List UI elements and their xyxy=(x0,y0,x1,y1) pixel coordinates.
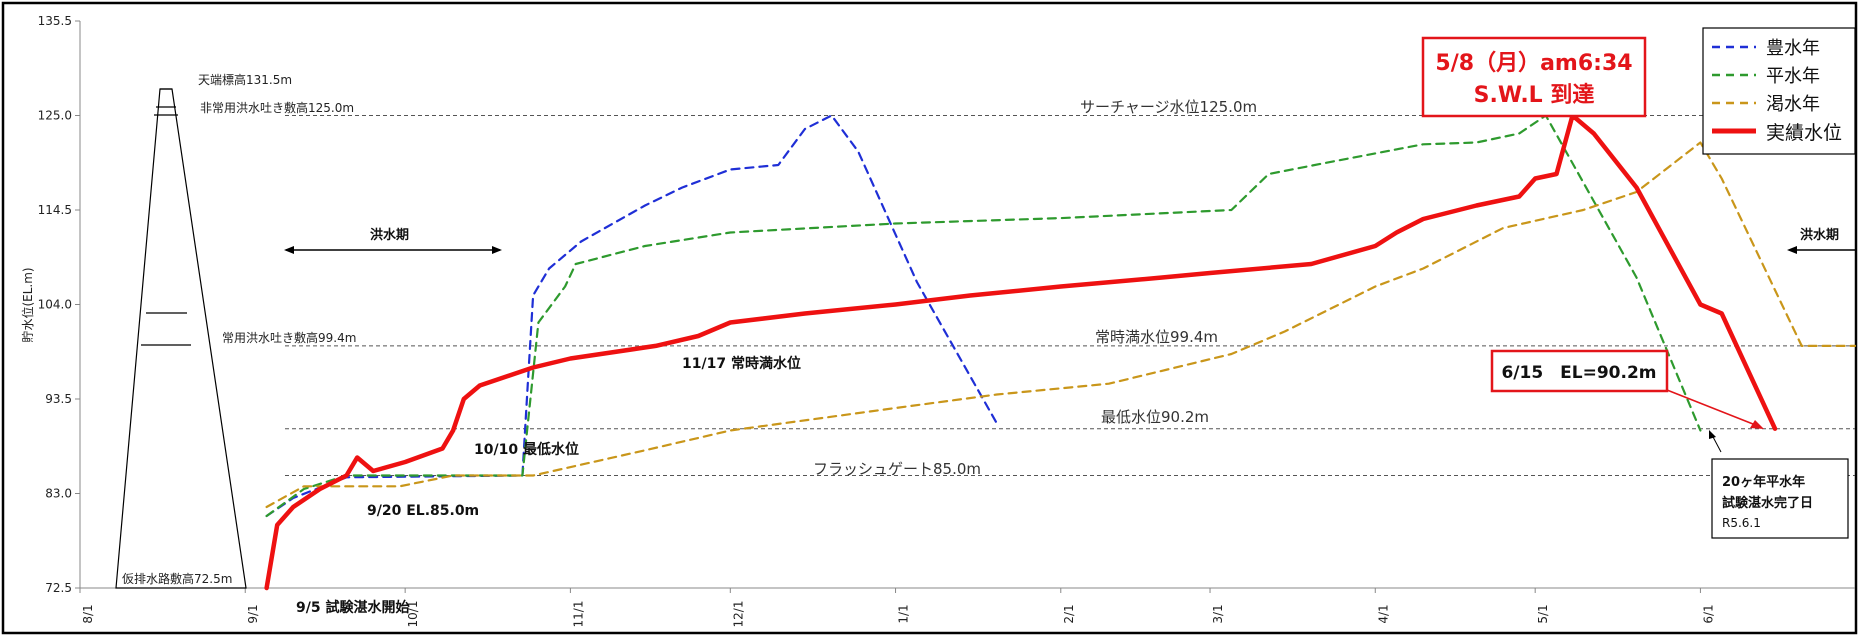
annotation-normal: 11/17 常時満水位 xyxy=(682,355,801,372)
flood-period-arrow-left xyxy=(284,246,502,254)
completion-note-line3: R5.6.1 xyxy=(1722,516,1761,530)
flood-period-label-right: 洪水期 xyxy=(1800,227,1839,243)
dam-crest-label: 天端標高131.5m xyxy=(198,72,292,87)
ref-label-normal: 常時満水位99.4m xyxy=(1095,328,1218,346)
y-axis-label: 貯水位(EL.m) xyxy=(20,267,35,342)
completion-note-line1: 20ヶ年平水年 xyxy=(1722,474,1805,490)
y-tick-group: 72.5 83.0 93.5 104.0 114.5 125.0 135.5 xyxy=(38,14,80,595)
legend-label-渇水年: 渇水年 xyxy=(1766,94,1820,115)
x-tick-label: 6/1 xyxy=(1701,604,1715,623)
series-line-実績水位 xyxy=(264,113,1778,591)
dam-temp-label: 仮排水路敷高72.5m xyxy=(122,571,232,586)
series-group xyxy=(264,113,1857,591)
x-tick-label: 1/1 xyxy=(897,604,911,623)
x-tick-label: 11/1 xyxy=(571,601,585,628)
legend-label-平水年: 平水年 xyxy=(1766,66,1820,87)
y-tick-label: 104.0 xyxy=(38,298,72,312)
y-tick-label: 135.5 xyxy=(38,14,72,28)
annotation-el85: 9/20 EL.85.0m xyxy=(367,503,479,519)
series-line-渇水年 xyxy=(265,141,1857,509)
x-tick-label: 10/1 xyxy=(406,601,420,628)
swl-callout-box xyxy=(1421,36,1647,118)
x-tick-label: 4/1 xyxy=(1376,604,1390,623)
el-callout-pointer-head xyxy=(1750,420,1764,429)
ref-label-surcharge: サーチャージ水位125.0m xyxy=(1080,98,1257,116)
y-tick-label: 93.5 xyxy=(45,392,72,406)
flood-period-label-left: 洪水期 xyxy=(370,227,409,243)
legend-label-実績水位: 実績水位 xyxy=(1766,122,1842,144)
annotation-start: 9/5 試験湛水開始 xyxy=(296,599,409,616)
note-pointer-head xyxy=(1709,430,1716,439)
el-callout-box xyxy=(1490,349,1669,393)
series-line-平水年 xyxy=(265,114,1702,518)
el-callout-text: 6/15 EL=90.2m xyxy=(1501,363,1656,383)
y-tick-label: 125.0 xyxy=(38,109,72,123)
annotation-low: 10/10 最低水位 xyxy=(474,441,579,458)
x-tick-label: 5/1 xyxy=(1536,604,1550,623)
x-tick-label: 2/1 xyxy=(1062,604,1076,623)
x-tick-label: 12/1 xyxy=(731,601,745,628)
completion-note-line2: 試験湛水完了日 xyxy=(1722,495,1813,511)
note-pointer xyxy=(1711,434,1722,453)
y-tick-label: 83.0 xyxy=(45,487,72,501)
series-line-豊水年 xyxy=(265,114,998,518)
x-tick-group: 8/1 9/1 10/1 11/1 12/1 1/1 2/1 3/1 4/1 5/1 6/1 xyxy=(79,588,1715,628)
dam-cross-section xyxy=(115,88,247,589)
swl-callout-line2: S.W.L 到達 xyxy=(1474,82,1595,108)
ref-label-flushgate: フラッシュゲート85.0m xyxy=(813,460,981,478)
x-tick-label: 9/1 xyxy=(246,604,260,623)
y-tick-label: 114.5 xyxy=(38,203,72,217)
legend: 豊水年 平水年 渇水年 実績水位 xyxy=(1702,27,1856,155)
completion-note-box xyxy=(1711,458,1849,539)
x-tick-label: 8/1 xyxy=(81,604,95,623)
y-tick-label: 72.5 xyxy=(45,581,72,595)
legend-label-豊水年: 豊水年 xyxy=(1766,38,1820,59)
reference-lines xyxy=(285,115,1855,476)
dam-normal-label: 常用洪水吐き敷高99.4m xyxy=(222,330,356,345)
ref-label-minimum: 最低水位90.2m xyxy=(1101,408,1209,426)
swl-callout-line1: 5/8（月）am6:34 xyxy=(1435,51,1632,76)
x-tick-label: 3/1 xyxy=(1211,604,1225,623)
flood-period-arrow-right xyxy=(1787,246,1855,254)
dam-emergency-label: 非常用洪水吐き敷高125.0m xyxy=(200,100,354,115)
el-callout-pointer xyxy=(1666,389,1759,427)
